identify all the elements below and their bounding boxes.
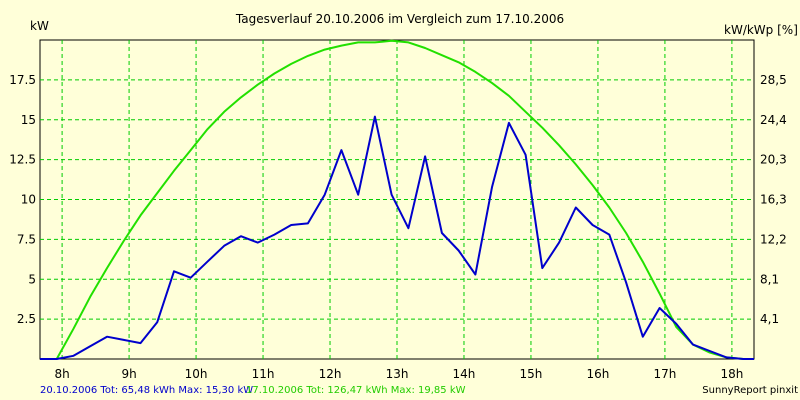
x-tick-label: 16h	[587, 367, 610, 381]
chart-title: Tagesverlauf 20.10.2006 im Vergleich zum…	[235, 12, 564, 26]
legend-series-1: 20.10.2006 Tot: 65,48 kWh Max: 15,30 kW	[40, 385, 253, 396]
y-tick-label-left: 7.5	[17, 232, 36, 246]
x-tick-label: 11h	[252, 367, 275, 381]
y-tick-label-left: 15	[21, 113, 36, 127]
x-tick-label: 13h	[386, 367, 409, 381]
x-tick-label: 14h	[453, 367, 476, 381]
axis-ticks: 8h 9h 10h 11h 12h 13h 14h 15h 16h 17h 18h 2.5 5 7.5 10…	[9, 73, 786, 381]
legend-series-2: 17.10.2006 Tot: 126,47 kWh Max: 19,85 kW	[246, 385, 466, 396]
series-line-17.10.2006	[40, 39, 754, 360]
y-tick-label-left: 2.5	[17, 312, 36, 326]
footer-credit: SunnyReport pinxit	[702, 385, 798, 396]
x-tick-label: 8h	[54, 367, 69, 381]
y-tick-label-left: 10	[21, 193, 36, 207]
y-tick-label-right: 24,4	[760, 113, 787, 127]
y-tick-label-right: 16,3	[760, 193, 787, 207]
y-tick-label-left: 12.5	[9, 153, 36, 167]
x-tick-label: 9h	[121, 367, 136, 381]
y-tick-label-right: 28,5	[760, 73, 787, 87]
x-tick-label: 15h	[520, 367, 543, 381]
y-tick-label-right: 12,2	[760, 232, 787, 246]
x-tick-label: 17h	[653, 367, 676, 381]
data-series	[40, 39, 754, 360]
y-tick-label-right: 4,1	[760, 312, 779, 326]
y-tick-label-left: 5	[28, 272, 36, 286]
series-line-20.10.2006	[40, 115, 754, 360]
y-tick-label-left: 17.5	[9, 73, 36, 87]
y-tick-label-right: 8,1	[760, 272, 779, 286]
y-tick-label-right: 20,3	[760, 153, 787, 167]
left-axis-unit: kW	[30, 19, 49, 33]
x-tick-label: 12h	[319, 367, 342, 381]
x-tick-label: 18h	[720, 367, 743, 381]
x-tick-label: 10h	[185, 367, 208, 381]
right-axis-unit: kW/kWp [%]	[724, 23, 798, 37]
